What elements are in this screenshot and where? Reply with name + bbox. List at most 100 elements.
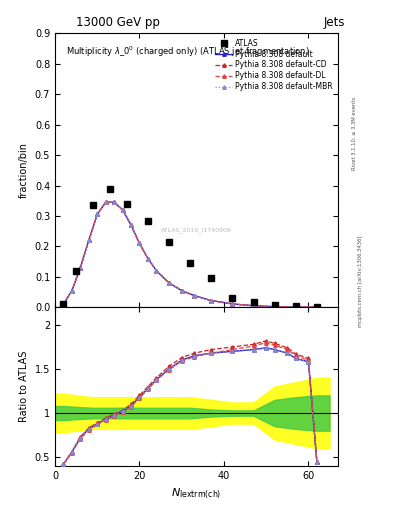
ATLAS [91, 202, 95, 208]
Pythia 8.308 default [230, 301, 235, 307]
Pythia 8.308 default-CD [129, 222, 133, 228]
ATLAS [188, 260, 193, 266]
Pythia 8.308 default-DL [230, 301, 235, 307]
Pythia 8.308 default-CD [209, 297, 214, 304]
Pythia 8.308 default [167, 280, 171, 286]
ATLAS [145, 218, 150, 224]
Pythia 8.308 default-MBR [167, 280, 171, 286]
Pythia 8.308 default-CD [145, 255, 150, 262]
Pythia 8.308 default-CD [314, 304, 319, 310]
Pythia 8.308 default-CD [112, 199, 116, 205]
Pythia 8.308 default-DL [103, 199, 108, 205]
Line: Pythia 8.308 default-MBR: Pythia 8.308 default-MBR [62, 201, 319, 309]
Pythia 8.308 default [154, 268, 159, 274]
Pythia 8.308 default-DL [112, 199, 116, 205]
Pythia 8.308 default [86, 237, 91, 243]
Pythia 8.308 default-MBR [61, 301, 66, 307]
Pythia 8.308 default-CD [120, 207, 125, 213]
Line: Pythia 8.308 default-CD: Pythia 8.308 default-CD [62, 201, 319, 309]
Pythia 8.308 default-DL [192, 293, 197, 299]
Pythia 8.308 default-MBR [179, 287, 184, 293]
Pythia 8.308 default-CD [95, 211, 99, 218]
Pythia 8.308 default-CD [103, 199, 108, 205]
Pythia 8.308 default-DL [61, 301, 66, 307]
Pythia 8.308 default-CD [230, 301, 235, 307]
Pythia 8.308 default-MBR [154, 268, 159, 274]
Pythia 8.308 default-CD [154, 268, 159, 274]
Pythia 8.308 default-CD [251, 303, 256, 309]
Pythia 8.308 default-CD [86, 237, 91, 243]
Pythia 8.308 default-MBR [137, 240, 142, 246]
Text: 13000 GeV pp: 13000 GeV pp [76, 15, 160, 29]
Pythia 8.308 default-DL [314, 304, 319, 310]
Pythia 8.308 default-CD [294, 304, 298, 310]
Pythia 8.308 default-MBR [209, 297, 214, 304]
Pythia 8.308 default-DL [70, 287, 74, 293]
Legend: ATLAS, Pythia 8.308 default, Pythia 8.308 default-CD, Pythia 8.308 default-DL, P: ATLAS, Pythia 8.308 default, Pythia 8.30… [214, 37, 334, 93]
Pythia 8.308 default-DL [294, 304, 298, 310]
Pythia 8.308 default-DL [129, 222, 133, 228]
Pythia 8.308 default-DL [154, 268, 159, 274]
X-axis label: $N_{\mathrm{lextrm(ch)}}$: $N_{\mathrm{lextrm(ch)}}$ [171, 486, 222, 501]
Line: Pythia 8.308 default: Pythia 8.308 default [62, 201, 319, 309]
Pythia 8.308 default [112, 199, 116, 205]
Pythia 8.308 default-CD [61, 301, 66, 307]
Pythia 8.308 default [95, 211, 99, 218]
Pythia 8.308 default [137, 240, 142, 246]
ATLAS [272, 302, 277, 308]
Line: ATLAS: ATLAS [61, 186, 320, 310]
Y-axis label: Ratio to ATLAS: Ratio to ATLAS [19, 351, 29, 422]
Pythia 8.308 default-MBR [112, 199, 116, 205]
ATLAS [314, 304, 319, 310]
Pythia 8.308 default-CD [179, 287, 184, 293]
ATLAS [294, 303, 298, 309]
Pythia 8.308 default-MBR [272, 304, 277, 310]
ATLAS [209, 275, 214, 282]
Pythia 8.308 default [103, 199, 108, 205]
Pythia 8.308 default-CD [192, 293, 197, 299]
Pythia 8.308 default-DL [145, 255, 150, 262]
Pythia 8.308 default-MBR [78, 265, 83, 271]
ATLAS [125, 201, 129, 207]
Pythia 8.308 default-DL [86, 237, 91, 243]
Pythia 8.308 default-MBR [129, 222, 133, 228]
Pythia 8.308 default-DL [78, 265, 83, 271]
Pythia 8.308 default-MBR [145, 255, 150, 262]
Text: Jets: Jets [323, 15, 345, 29]
Pythia 8.308 default-DL [120, 207, 125, 213]
Pythia 8.308 default-DL [272, 304, 277, 310]
Pythia 8.308 default [145, 255, 150, 262]
Pythia 8.308 default-DL [179, 287, 184, 293]
Pythia 8.308 default [129, 222, 133, 228]
Pythia 8.308 default-MBR [120, 207, 125, 213]
Text: ATLAS_2019_I1740909: ATLAS_2019_I1740909 [161, 228, 232, 233]
Pythia 8.308 default [251, 303, 256, 309]
Pythia 8.308 default-DL [95, 211, 99, 218]
ATLAS [167, 239, 171, 245]
ATLAS [251, 298, 256, 305]
Pythia 8.308 default [192, 293, 197, 299]
Pythia 8.308 default [294, 304, 298, 310]
ATLAS [108, 185, 112, 191]
Pythia 8.308 default-MBR [103, 199, 108, 205]
Pythia 8.308 default [120, 207, 125, 213]
Pythia 8.308 default [70, 287, 74, 293]
Pythia 8.308 default [209, 297, 214, 304]
Pythia 8.308 default [78, 265, 83, 271]
Y-axis label: fraction/bin: fraction/bin [19, 142, 29, 198]
Text: mcplots.cern.ch [arXiv:1306.3436]: mcplots.cern.ch [arXiv:1306.3436] [358, 236, 363, 327]
Pythia 8.308 default-DL [137, 240, 142, 246]
Pythia 8.308 default-MBR [192, 293, 197, 299]
Pythia 8.308 default-MBR [294, 304, 298, 310]
Pythia 8.308 default [314, 304, 319, 310]
Pythia 8.308 default-DL [251, 303, 256, 309]
Pythia 8.308 default-MBR [95, 211, 99, 218]
Pythia 8.308 default-MBR [314, 304, 319, 310]
Pythia 8.308 default-CD [78, 265, 83, 271]
ATLAS [61, 301, 66, 307]
Pythia 8.308 default-MBR [86, 237, 91, 243]
Pythia 8.308 default-CD [272, 304, 277, 310]
Pythia 8.308 default [61, 301, 66, 307]
Pythia 8.308 default-MBR [70, 287, 74, 293]
Text: Rivet 3.1.10, ≥ 3.3M events: Rivet 3.1.10, ≥ 3.3M events [352, 96, 357, 170]
